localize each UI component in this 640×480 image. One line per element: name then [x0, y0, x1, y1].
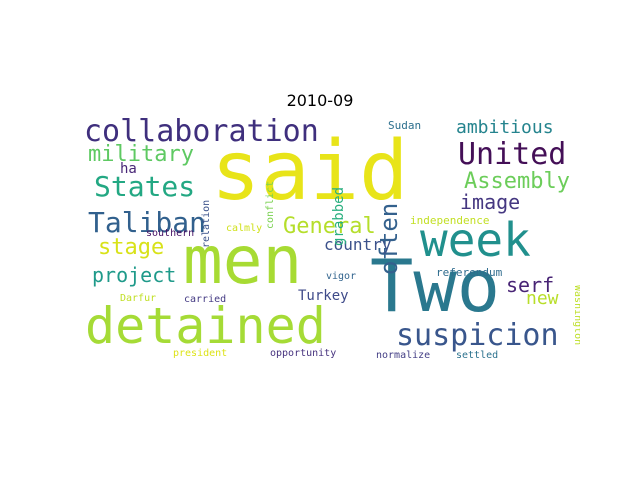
word-said: said	[211, 124, 409, 219]
word-stage: stage	[98, 235, 165, 260]
chart-title: 2010-09	[286, 91, 354, 110]
word-image: image	[460, 190, 521, 214]
word-suspicion: suspicion	[396, 318, 559, 353]
word-men: men	[183, 222, 303, 299]
word-ambitious: ambitious	[456, 117, 554, 138]
word-calmly: calmly	[226, 223, 263, 234]
word-vigor: vigor	[326, 271, 357, 282]
word-states: States	[94, 170, 196, 203]
word-taliban: Taliban	[88, 206, 207, 239]
word-week: week	[420, 213, 531, 267]
word-cloud: said men Two week detained collaboration…	[80, 115, 580, 365]
word-ha: ha	[120, 161, 137, 177]
word-assembly: Assembly	[464, 169, 570, 194]
word-detained: detained	[85, 297, 326, 355]
word-military: military	[88, 142, 194, 167]
word-two: Two	[370, 244, 501, 328]
word-sudan: Sudan	[388, 119, 422, 132]
word-carried: carried	[184, 294, 227, 305]
word-new: new	[526, 288, 559, 309]
word-collaboration: collaboration	[84, 115, 319, 149]
word-washington: Washington	[572, 285, 580, 346]
word-referendum: referendum	[436, 266, 503, 279]
word-darfur: Darfur	[120, 293, 157, 304]
word-relation: relation	[201, 199, 212, 248]
word-opportunity: opportunity	[270, 348, 337, 359]
word-general: General	[283, 214, 376, 239]
word-country: country	[324, 235, 392, 254]
word-southern: southern	[146, 228, 195, 239]
word-independence: independence	[410, 214, 490, 227]
word-united: United	[458, 137, 567, 172]
word-settled: settled	[456, 350, 499, 361]
word-project: project	[92, 263, 177, 287]
word-turkey: Turkey	[298, 288, 349, 304]
word-president: president	[173, 348, 228, 359]
word-conflict: conflict	[265, 180, 276, 229]
word-serf: serf	[506, 273, 555, 297]
word-normalize: normalize	[376, 350, 431, 361]
word-grabbed: grabbed	[331, 186, 347, 246]
